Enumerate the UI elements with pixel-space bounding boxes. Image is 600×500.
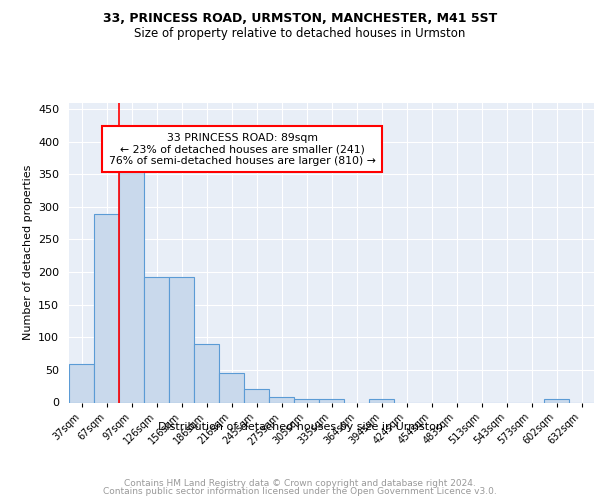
Bar (319, 399, 344, 402)
Bar (94, 214, 119, 402)
Text: 33 PRINCESS ROAD: 89sqm
← 23% of detached houses are smaller (241)
76% of semi-d: 33 PRINCESS ROAD: 89sqm ← 23% of detache… (109, 132, 376, 166)
Y-axis label: Number of detached properties: Number of detached properties (23, 165, 32, 340)
Text: Contains HM Land Registry data © Crown copyright and database right 2024.: Contains HM Land Registry data © Crown c… (124, 478, 476, 488)
Bar (294, 399, 319, 402)
Bar (544, 399, 569, 402)
Text: Size of property relative to detached houses in Urmston: Size of property relative to detached ho… (134, 28, 466, 40)
Bar (119, 172, 144, 402)
Text: Contains public sector information licensed under the Open Government Licence v3: Contains public sector information licen… (103, 487, 497, 496)
Bar (219, 372, 244, 402)
Bar (369, 399, 394, 402)
Bar (194, 344, 219, 403)
Bar (69, 364, 94, 403)
Bar (144, 278, 169, 402)
Bar (169, 278, 194, 402)
Bar (269, 396, 294, 402)
Text: Distribution of detached houses by size in Urmston: Distribution of detached houses by size … (157, 422, 443, 432)
Bar (244, 389, 269, 402)
Text: 33, PRINCESS ROAD, URMSTON, MANCHESTER, M41 5ST: 33, PRINCESS ROAD, URMSTON, MANCHESTER, … (103, 12, 497, 26)
